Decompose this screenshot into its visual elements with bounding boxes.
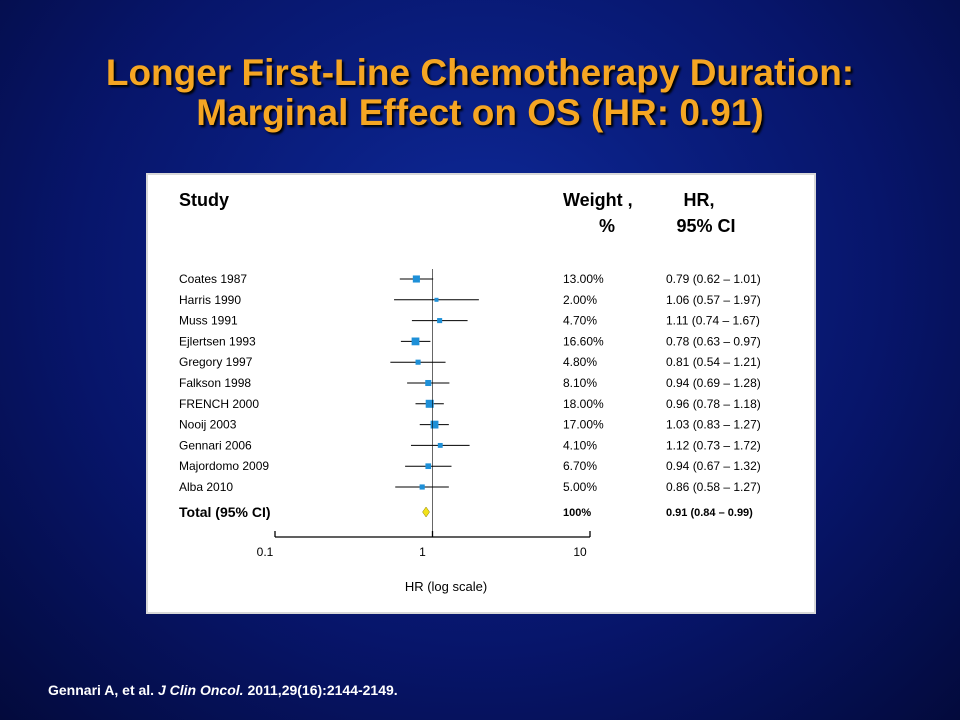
hr-marker xyxy=(425,399,434,408)
study-weight: 16.60% xyxy=(563,334,604,348)
hr-marker xyxy=(425,379,432,387)
x-axis-label: HR (log scale) xyxy=(405,579,487,594)
study-name: Gennari 2006 xyxy=(179,438,252,452)
citation: Gennari A, et al. J Clin Oncol. 2011,29(… xyxy=(48,682,398,698)
study-weight: 6.70% xyxy=(563,459,597,473)
study-name: FRENCH 2000 xyxy=(179,397,259,411)
study-hr-ci: 1.12 (0.73 – 1.72) xyxy=(666,438,761,452)
total-label: Total (95% CI) xyxy=(179,504,271,520)
study-weight: 4.80% xyxy=(563,355,597,369)
study-weight: 4.10% xyxy=(563,438,597,452)
hr-marker xyxy=(415,359,421,365)
slide-title: Longer First-Line Chemotherapy Duration:… xyxy=(0,53,960,133)
hr-marker xyxy=(437,442,443,448)
study-name: Coates 1987 xyxy=(179,272,247,286)
forest-plot: Study Weight ,% HR, 95% CI Coates 1987 13.00%… xyxy=(179,190,761,594)
study-name: Harris 1990 xyxy=(179,293,241,307)
x-tick-label: 10 xyxy=(573,545,587,559)
study-weight: 17.00% xyxy=(563,418,604,432)
study-hr-ci: 0.86 (0.58 – 1.27) xyxy=(666,480,761,494)
hr-marker xyxy=(411,337,420,346)
title-line-2: Marginal Effect on OS (HR: 0.91) xyxy=(196,92,764,133)
study-name: Falkson 1998 xyxy=(179,376,251,390)
title-line-1: Longer First-Line Chemotherapy Duration: xyxy=(105,52,855,93)
citation-journal: J Clin Oncol. xyxy=(157,682,244,698)
study-weight: 2.00% xyxy=(563,293,597,307)
hr-marker xyxy=(437,318,443,324)
study-weight: 13.00% xyxy=(563,272,604,286)
study-hr-ci: 0.81 (0.54 – 1.21) xyxy=(666,355,761,369)
study-name: Majordomo 2009 xyxy=(179,459,269,473)
hr-marker xyxy=(425,463,432,470)
citation-authors: Gennari A, et al. xyxy=(48,682,155,698)
x-tick-label: 0.1 xyxy=(257,545,274,559)
study-name: Nooij 2003 xyxy=(179,418,237,432)
header-study: Study xyxy=(179,190,229,210)
citation-details: 2011,29(16):2144-2149. xyxy=(247,682,398,698)
total-diamond xyxy=(422,506,430,518)
study-hr-ci: 0.94 (0.67 – 1.32) xyxy=(666,459,761,473)
study-name: Muss 1991 xyxy=(179,314,238,328)
header-weight: Weight , xyxy=(563,190,633,210)
study-hr-ci: 0.94 (0.69 – 1.28) xyxy=(666,376,761,390)
study-hr-ci: 0.96 (0.78 – 1.18) xyxy=(666,397,761,411)
hr-marker xyxy=(419,484,425,490)
study-weight: 4.70% xyxy=(563,314,597,328)
header-hr: HR, xyxy=(684,190,715,210)
x-tick-label: 1 xyxy=(419,545,426,559)
study-name: Gregory 1997 xyxy=(179,355,253,369)
study-name: Ejlertsen 1993 xyxy=(179,334,256,348)
study-weight: 18.00% xyxy=(563,397,604,411)
hr-marker xyxy=(434,297,439,302)
total-hr-ci: 0.91 (0.84 – 0.99) xyxy=(666,507,753,519)
hr-marker xyxy=(412,275,420,283)
study-hr-ci: 1.03 (0.83 – 1.27) xyxy=(666,418,761,432)
study-name: Alba 2010 xyxy=(179,480,233,494)
header-ci: 95% CI xyxy=(676,216,735,236)
study-hr-ci: 0.78 (0.63 – 0.97) xyxy=(666,334,761,348)
study-hr-ci: 1.11 (0.74 – 1.67) xyxy=(666,314,760,328)
total-weight: 100% xyxy=(563,507,591,519)
hr-marker xyxy=(430,420,439,429)
study-hr-ci: 0.79 (0.62 – 1.01) xyxy=(666,272,761,286)
header-weight-unit: % xyxy=(599,216,615,236)
study-hr-ci: 1.06 (0.57 – 1.97) xyxy=(666,293,761,307)
study-weight: 5.00% xyxy=(563,480,597,494)
forest-plot-panel: Study Weight ,% HR, 95% CI Coates 1987 13.00%… xyxy=(146,173,816,614)
study-weight: 8.10% xyxy=(563,376,597,390)
